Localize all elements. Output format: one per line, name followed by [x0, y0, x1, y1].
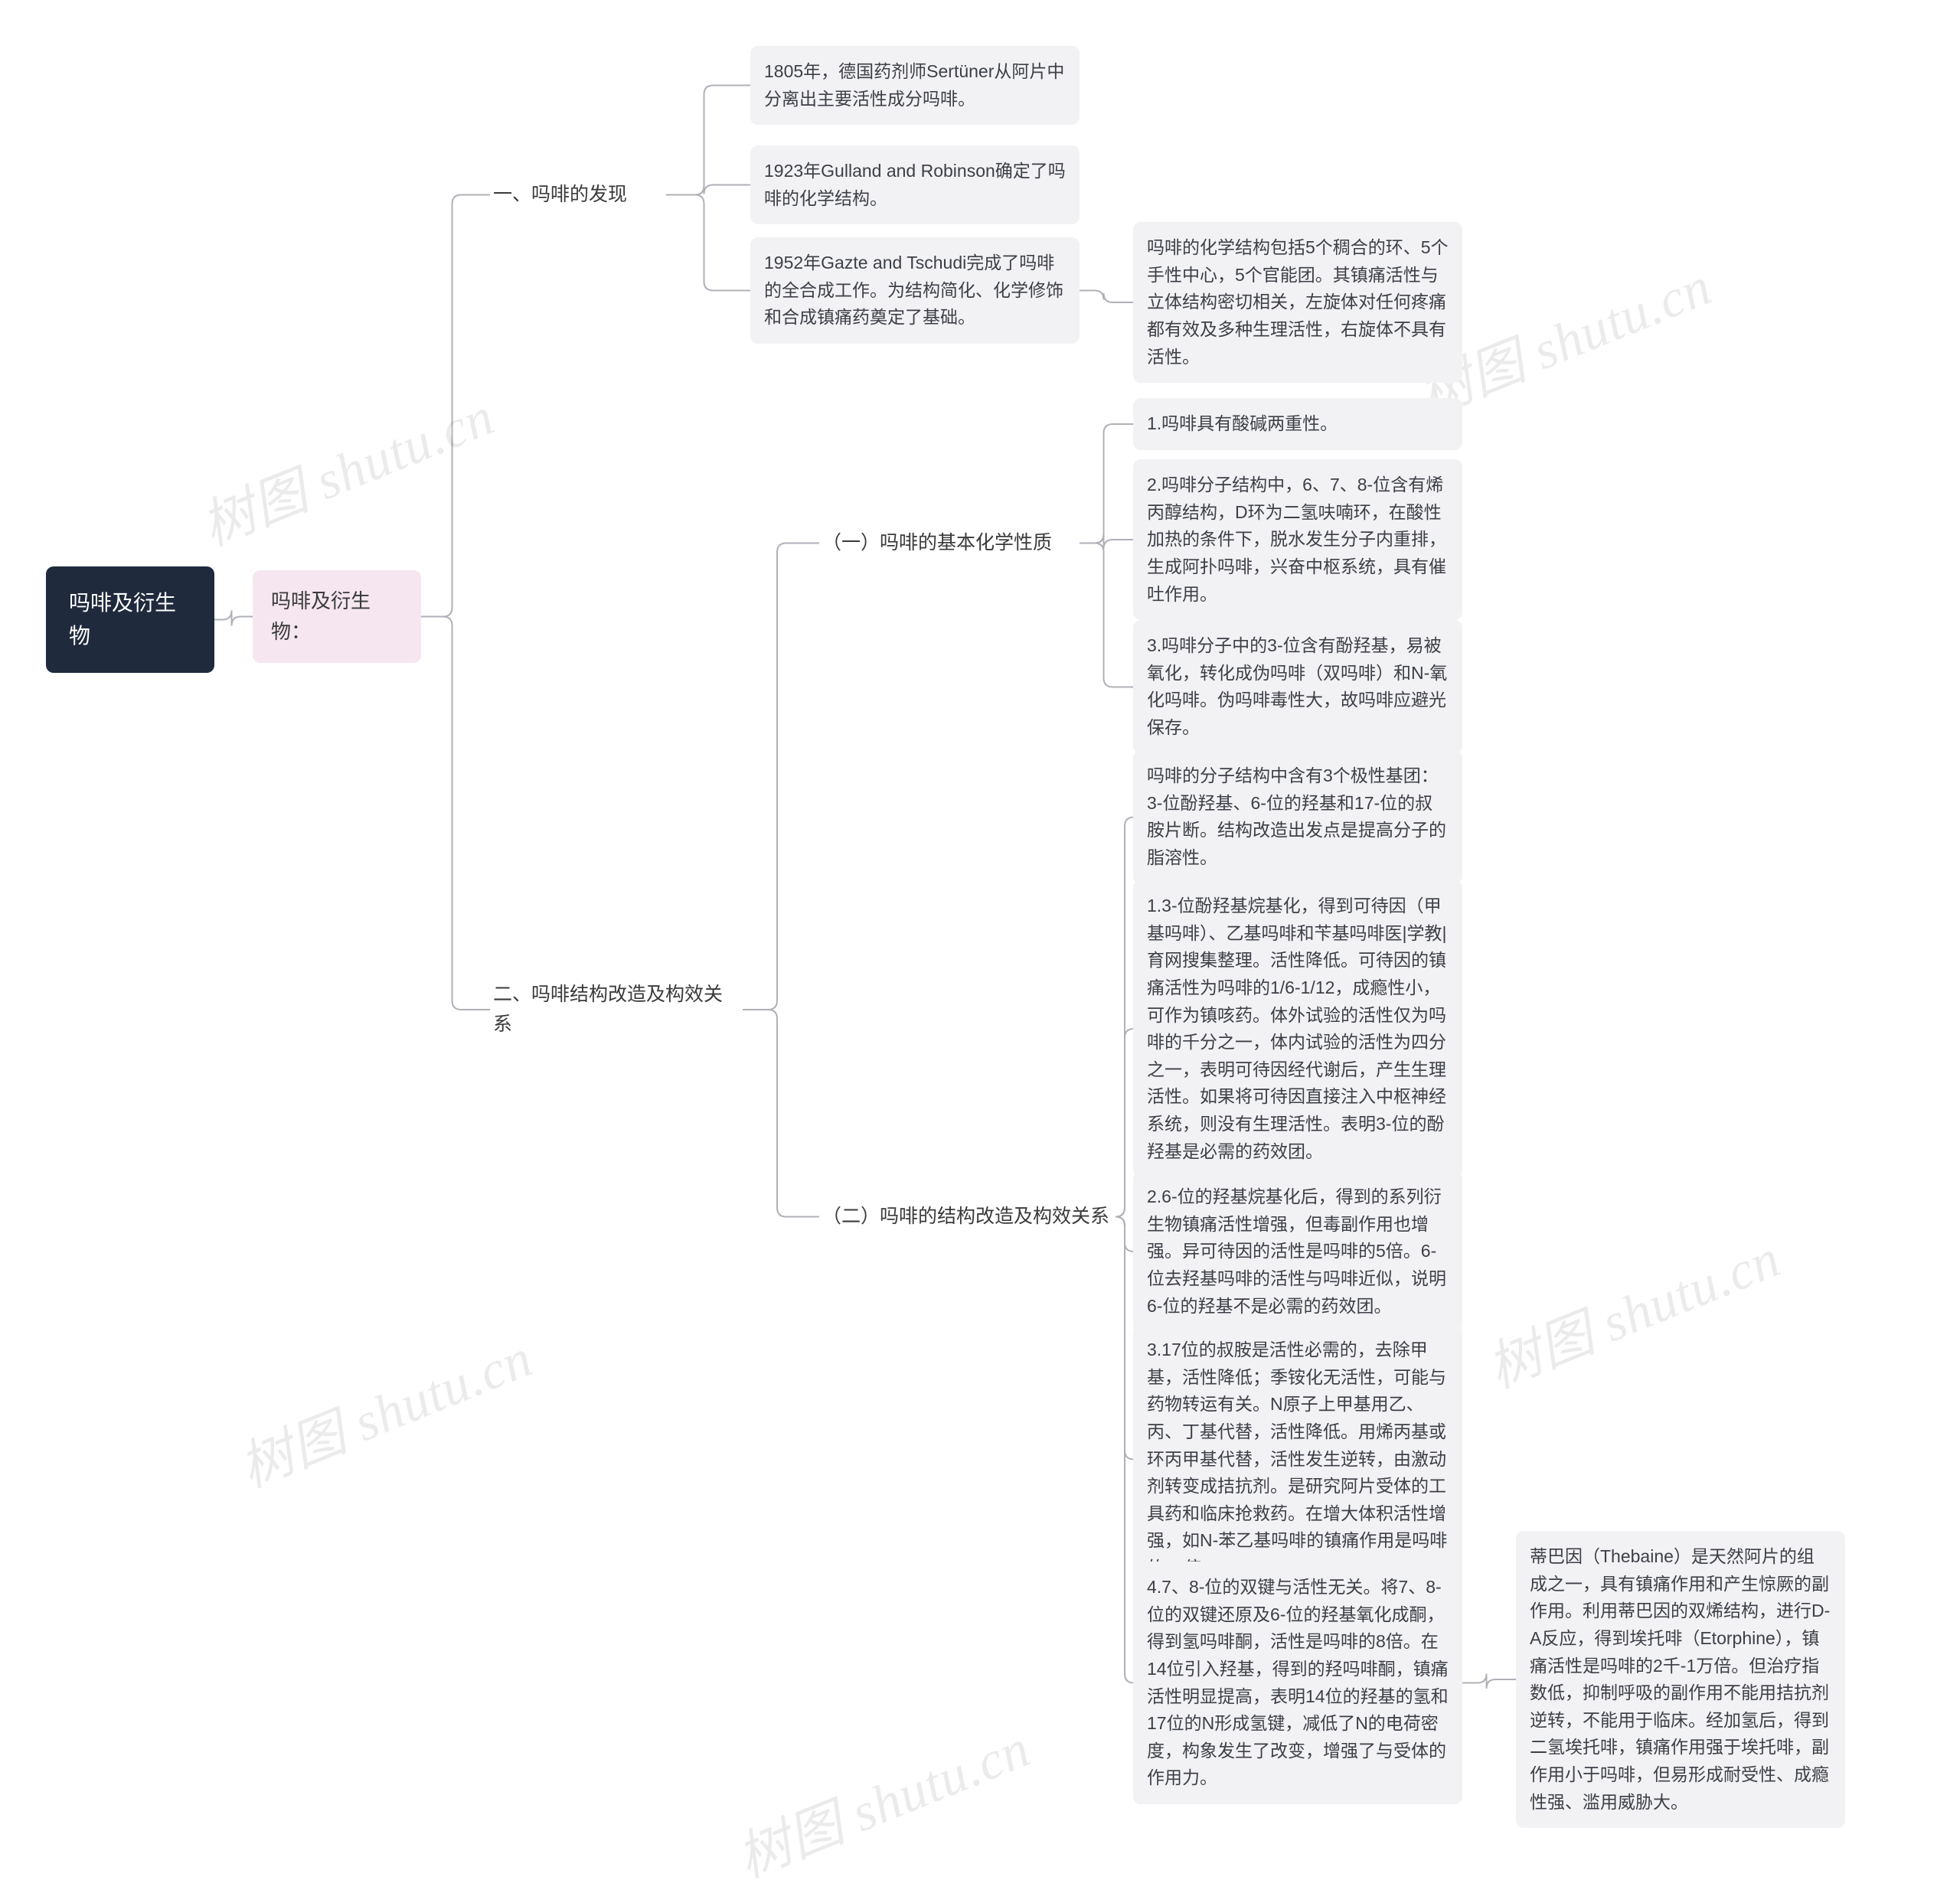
watermark: 树图 shutu.cn: [188, 374, 504, 561]
leaf-node[interactable]: 2.吗啡分子结构中，6、7、8-位含有烯丙醇结构，D环为二氢呋喃环，在酸性加热的…: [1133, 459, 1462, 620]
leaf-node[interactable]: 1.3-位酚羟基烷基化，得到可待因（甲基吗啡）、乙基吗啡和苄基吗啡医|学教|育网…: [1133, 880, 1462, 1177]
leaf-node[interactable]: 4.7、8-位的双键与活性无关。将7、8-位的双键还原及6-位的羟基氧化成酮，得…: [1133, 1562, 1462, 1804]
root-node[interactable]: 吗啡及衍生物: [46, 566, 214, 673]
leaf-node[interactable]: 1952年Gazte and Tschudi完成了吗啡的全合成工作。为结构简化、…: [750, 237, 1080, 344]
leaf-node[interactable]: 3.吗啡分子中的3-位含有酚羟基，易被氧化，转化成伪吗啡（双吗啡）和N-氧化吗啡…: [1133, 620, 1462, 754]
watermark: 树图 shutu.cn: [1475, 1216, 1790, 1403]
subsection-node-modification[interactable]: （二）吗啡的结构改造及构效关系: [819, 1194, 1118, 1239]
leaf-node[interactable]: 3.17位的叔胺是活性必需的，去除甲基，活性降低；季铵化无活性，可能与药物转运有…: [1133, 1324, 1462, 1594]
section-node-discovery[interactable]: 一、吗啡的发现: [490, 172, 666, 217]
leaf-node[interactable]: 1805年，德国药剂师Sertüner从阿片中分离出主要活性成分吗啡。: [750, 46, 1080, 125]
leaf-node[interactable]: 吗啡的分子结构中含有3个极性基团：3-位酚羟基、6-位的羟基和17-位的叔胺片断…: [1133, 750, 1462, 884]
leaf-node[interactable]: 1923年Gulland and Robinson确定了吗啡的化学结构。: [750, 145, 1080, 224]
level1-node[interactable]: 吗啡及衍生物：: [253, 570, 421, 663]
leaf-node[interactable]: 蒂巴因（Thebaine）是天然阿片的组成之一，具有镇痛作用和产生惊厥的副作用。…: [1516, 1531, 1845, 1828]
watermark: 树图 shutu.cn: [724, 1705, 1040, 1893]
subsection-node-chem[interactable]: （一）吗啡的基本化学性质: [819, 521, 1080, 566]
leaf-node[interactable]: 吗啡的化学结构包括5个稠合的环、5个手性中心，5个官能团。其镇痛活性与立体结构密…: [1133, 222, 1462, 383]
leaf-node[interactable]: 1.吗啡具有酸碱两重性。: [1133, 398, 1462, 450]
mindmap-canvas: 树图 shutu.cn 树图 shutu.cn 树图 shutu.cn 树图 s…: [0, 0, 1960, 1817]
watermark: 树图 shutu.cn: [227, 1315, 542, 1503]
leaf-node[interactable]: 2.6-位的羟基烷基化后，得到的系列衍生物镇痛活性增强，但毒副作用也增强。异可待…: [1133, 1171, 1462, 1332]
section-node-sar[interactable]: 二、吗啡结构改造及构效关系: [490, 972, 743, 1047]
